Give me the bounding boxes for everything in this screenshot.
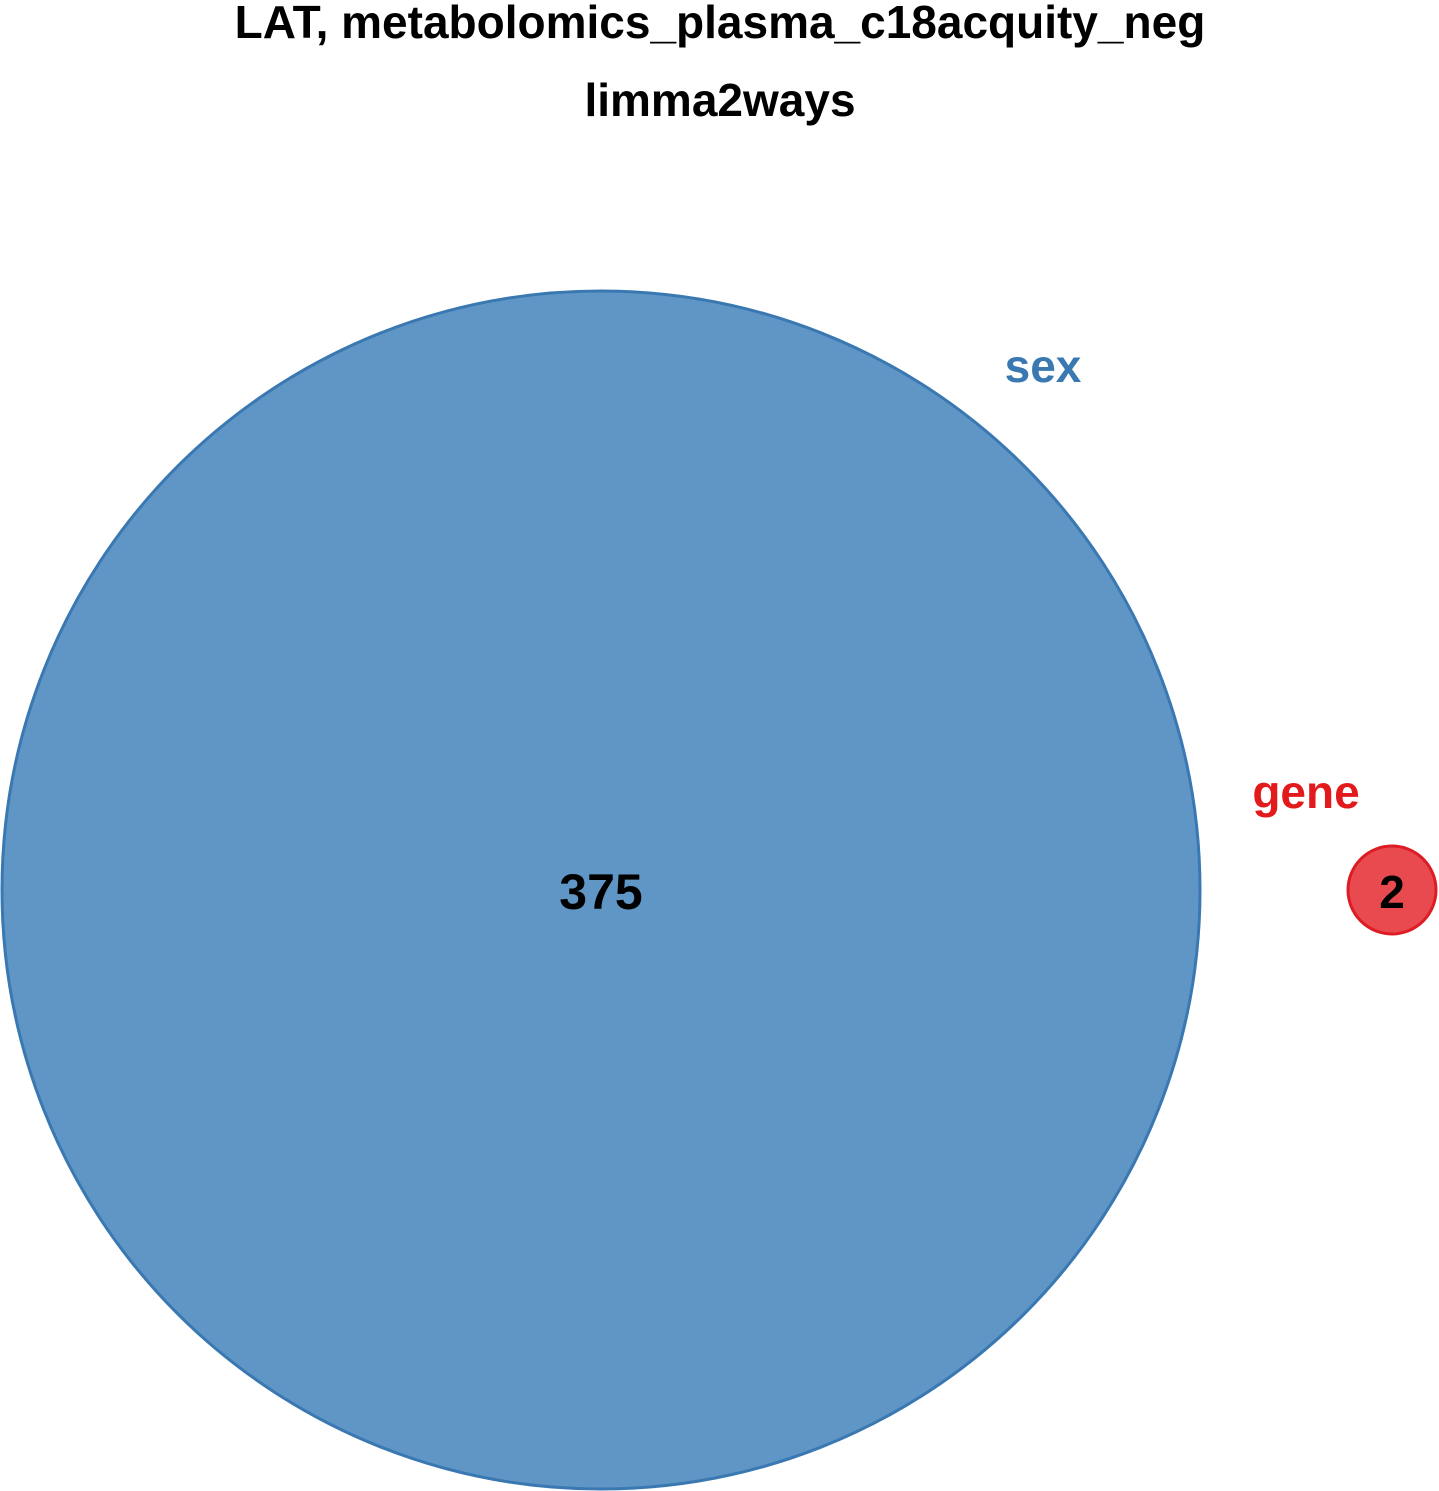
gene-set-label: gene <box>1252 766 1359 818</box>
diagram-title-line1: LAT, metabolomics_plasma_c18acquity_neg <box>235 0 1206 48</box>
sex-set-circle <box>0 289 1202 1491</box>
gene-set-count: 2 <box>1379 866 1405 918</box>
sex-set-label: sex <box>1005 340 1082 392</box>
diagram-title-line2: limma2ways <box>584 74 855 126</box>
gene-set-circle <box>1346 844 1438 936</box>
sex-set-count: 375 <box>559 864 642 920</box>
